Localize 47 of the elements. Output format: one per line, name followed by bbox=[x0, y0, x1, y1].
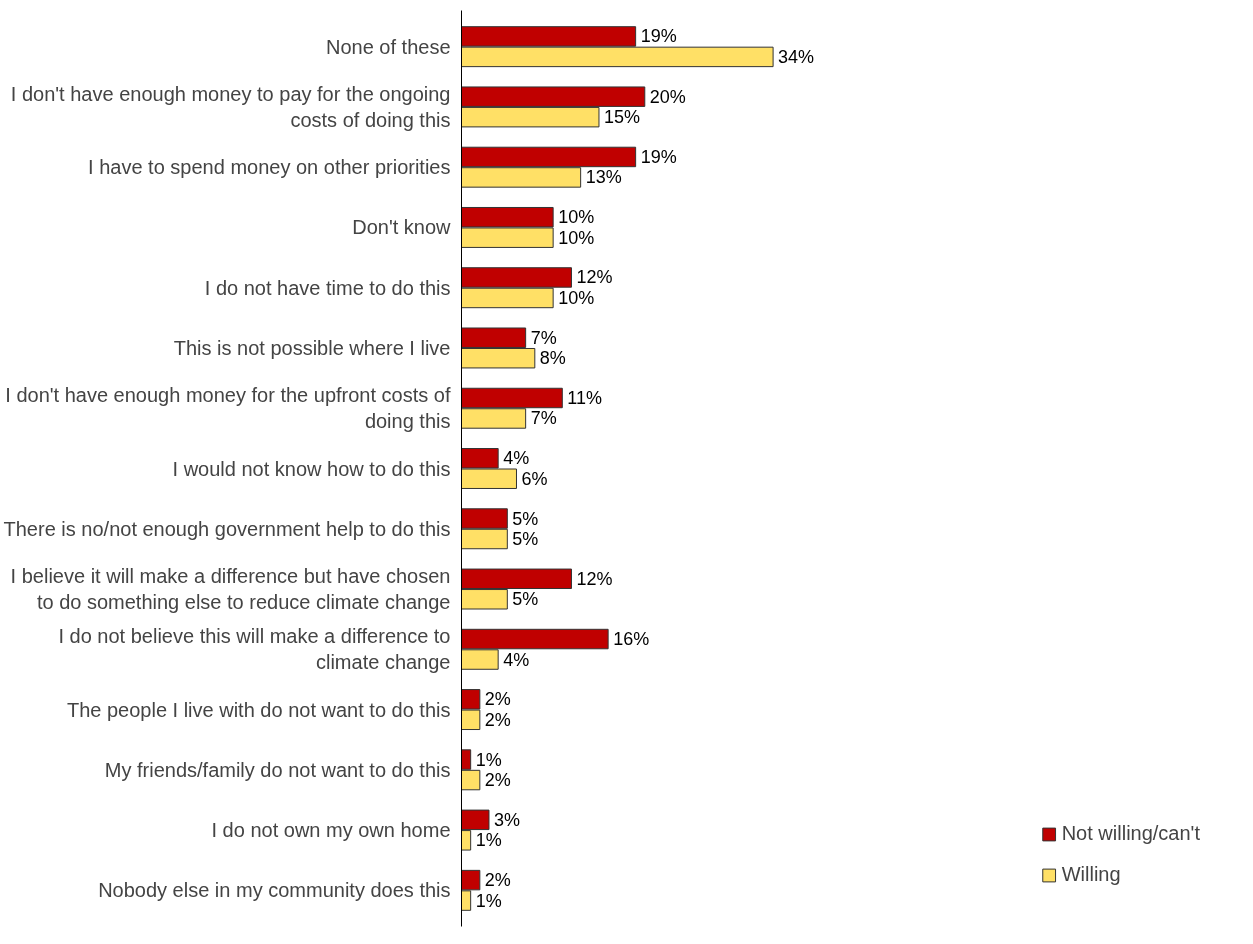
y-tick-label: I would not know how to do this bbox=[172, 457, 451, 480]
data-label: 15% bbox=[603, 107, 640, 128]
data-label: 1% bbox=[475, 830, 502, 851]
y-tick-label: None of these bbox=[325, 35, 451, 58]
y-tick-label: I do not have time to do this bbox=[204, 276, 451, 299]
data-label: 5% bbox=[512, 529, 539, 550]
data-label: 13% bbox=[585, 167, 622, 188]
data-label: 20% bbox=[649, 86, 686, 107]
data-label: 2% bbox=[484, 870, 511, 891]
legend-label: Willing bbox=[1061, 863, 1121, 886]
data-label: 7% bbox=[530, 327, 557, 348]
data-label: 6% bbox=[521, 468, 548, 489]
data-label: 4% bbox=[503, 649, 530, 670]
legend-label: Not willing/can't bbox=[1061, 822, 1200, 845]
y-tick-label: I do not own my own home bbox=[211, 819, 451, 842]
data-label: 5% bbox=[512, 589, 539, 610]
data-label: 2% bbox=[484, 689, 511, 710]
data-label: 10% bbox=[558, 207, 595, 228]
data-label: 2% bbox=[484, 709, 511, 730]
data-label: 1% bbox=[475, 749, 502, 770]
y-tick-label: I do not believe this will make a difference to climate change bbox=[58, 625, 451, 674]
data-label: 34% bbox=[778, 46, 815, 67]
y-tick-label: I have to spend money on other priorities bbox=[88, 156, 451, 179]
y-tick-label: There is no/not enough government help to do this bbox=[3, 517, 451, 540]
data-label: 4% bbox=[503, 448, 530, 469]
data-label: 12% bbox=[576, 568, 613, 589]
y-tick-label: Nobody else in my community does this bbox=[98, 879, 451, 902]
y-tick-label: This is not possible where I live bbox=[173, 336, 451, 359]
data-label: 16% bbox=[613, 629, 650, 650]
data-label: 7% bbox=[530, 408, 557, 429]
data-label: 1% bbox=[475, 890, 502, 911]
data-label: 2% bbox=[484, 770, 511, 791]
data-label: 19% bbox=[640, 146, 677, 167]
data-label: 19% bbox=[640, 26, 677, 47]
y-tick-label: My friends/family do not want to do this bbox=[104, 758, 451, 781]
y-tick-label: Don't know bbox=[352, 216, 452, 239]
y-tick-label: The people I live with do not want to do this bbox=[66, 698, 451, 721]
data-label: 3% bbox=[493, 809, 521, 830]
data-label: 8% bbox=[539, 348, 566, 369]
data-label: 10% bbox=[558, 227, 595, 248]
data-label: 11% bbox=[567, 387, 603, 408]
data-label: 10% bbox=[558, 287, 595, 308]
y-tick-label: I believe it will make a difference but have chosen to do something else to reduce climate change bbox=[10, 564, 451, 614]
y-tick-label: I don't have enough money for the upfront costs of doing this bbox=[5, 384, 451, 433]
data-label: 12% bbox=[576, 267, 613, 288]
y-tick-label: I don't have enough money to pay for the ongoing costs of doing this bbox=[10, 82, 451, 132]
data-label: 5% bbox=[512, 508, 539, 529]
